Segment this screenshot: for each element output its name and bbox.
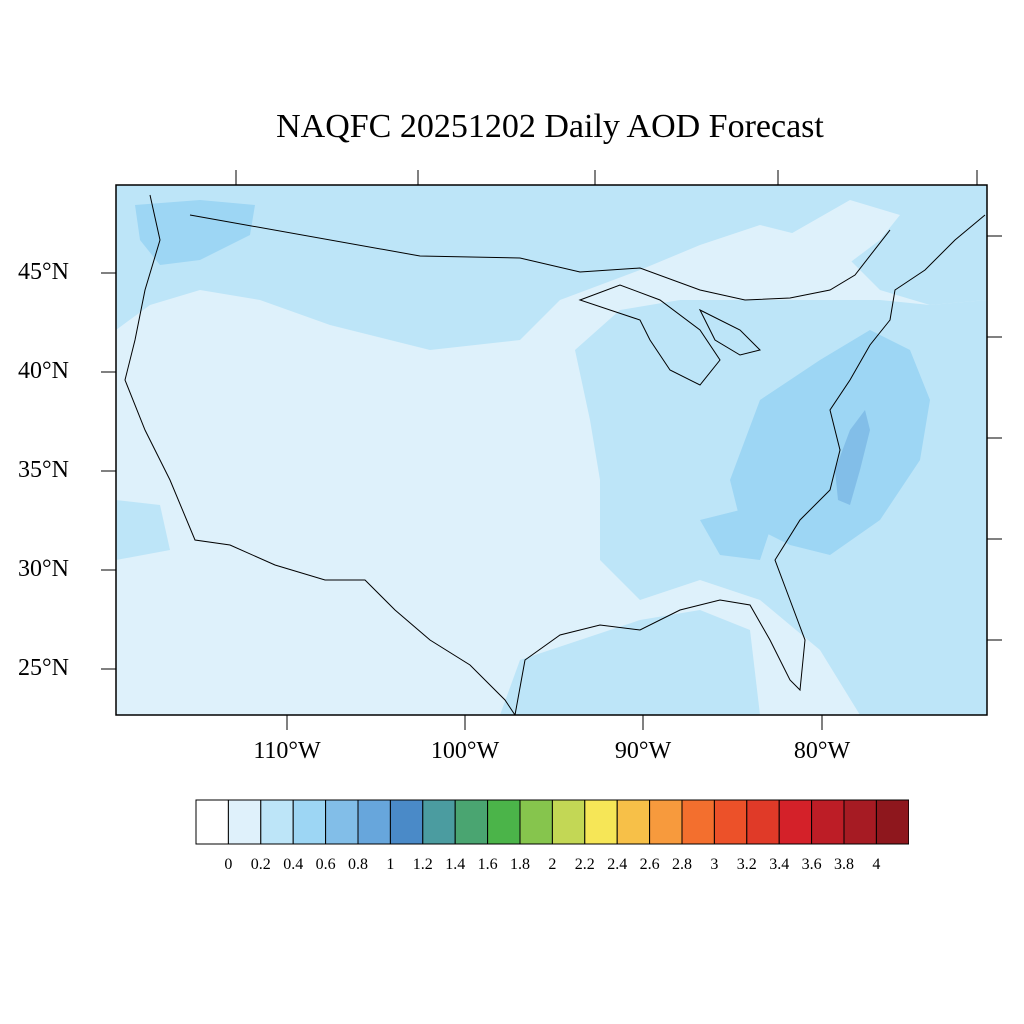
colorbar-box	[551, 799, 586, 845]
canada-border	[189, 214, 891, 301]
lon-label-80w: 80°W	[793, 738, 851, 764]
colorbar-tick-label: 3.6	[801, 856, 822, 873]
colorbar-tick-label: 1	[386, 856, 395, 873]
colorbar-tick-label: 3	[710, 856, 719, 873]
colorbar-tick-label: 2	[548, 856, 557, 873]
colorbar-tick-label: 1.4	[445, 856, 466, 873]
colorbar-tick-label: 2.2	[574, 856, 595, 873]
lon-label-90w: 90°W	[614, 738, 672, 764]
colorbar-tick-label: 0.2	[250, 856, 271, 873]
colorbar-tick-label: 0.4	[283, 856, 304, 873]
colorbar-tick-label: 0.6	[315, 856, 336, 873]
map-title: NAQFC 20251202 Daily AOD Forecast	[276, 108, 824, 145]
coastline-outline	[124, 194, 986, 715]
colorbar-tick-label: 3.4	[769, 856, 790, 873]
aod-light-patch-ne	[780, 200, 900, 275]
colorbar-box	[195, 799, 229, 845]
colorbar-box	[357, 799, 391, 845]
map-ticks	[101, 170, 1002, 730]
colorbar-tick-label: 0	[224, 856, 233, 873]
lon-label-100w: 100°W	[430, 738, 500, 764]
aod-band-southwest	[116, 500, 170, 560]
colorbar-box	[843, 799, 877, 845]
colorbar-tick-label: 1.2	[412, 856, 433, 873]
colorbar-box	[811, 799, 845, 845]
lat-label-40n: 40°N	[18, 358, 69, 384]
colorbar-box	[292, 799, 327, 845]
lat-label-25n: 25°N	[18, 655, 69, 681]
us-outline	[124, 194, 986, 715]
aod-patch-atlantic	[730, 330, 930, 555]
colorbar-tick-label: 2.4	[607, 856, 628, 873]
colorbar-box	[454, 799, 489, 845]
colorbar-box	[584, 799, 618, 845]
colorbar-box	[227, 799, 262, 845]
colorbar-box	[519, 799, 553, 845]
lat-label-30n: 30°N	[18, 556, 69, 582]
aod-patch-carolina	[835, 410, 870, 505]
colorbar-tick-label: 4	[872, 856, 881, 873]
colorbar-tick-label: 1.6	[477, 856, 498, 873]
map-frame	[115, 184, 988, 716]
aod-patch-southeast	[700, 510, 770, 560]
great-lakes	[578, 284, 761, 386]
lat-label-35n: 35°N	[18, 457, 69, 483]
colorbar-box	[389, 799, 424, 845]
colorbar-tick-label: 3.2	[736, 856, 757, 873]
colorbar-box	[875, 799, 909, 845]
colorbar-box	[487, 799, 521, 845]
colorbar-box	[422, 799, 456, 845]
aod-band-north	[116, 185, 987, 350]
colorbar-box	[778, 799, 813, 845]
colorbar-tick-label: 2.6	[639, 856, 660, 873]
colorbar-box	[713, 799, 748, 845]
colorbar-box	[649, 799, 683, 845]
colorbar-tick-label: 2.8	[672, 856, 692, 873]
colorbar	[195, 799, 909, 845]
aod-band-gulf	[500, 610, 760, 715]
lon-label-110w: 110°W	[253, 738, 321, 764]
colorbar-tick-label: 0.8	[348, 856, 368, 873]
aod-patch-pacnw	[135, 200, 255, 265]
colorbar-box	[325, 799, 359, 845]
colorbar-tick-label: 1.8	[510, 856, 530, 873]
colorbar-tick-label: 3.8	[834, 856, 854, 873]
colorbar-box	[746, 799, 780, 845]
lat-label-45n: 45°N	[18, 259, 69, 285]
colorbar-box	[616, 799, 651, 845]
colorbar-box	[260, 799, 294, 845]
colorbar-box	[681, 799, 715, 845]
